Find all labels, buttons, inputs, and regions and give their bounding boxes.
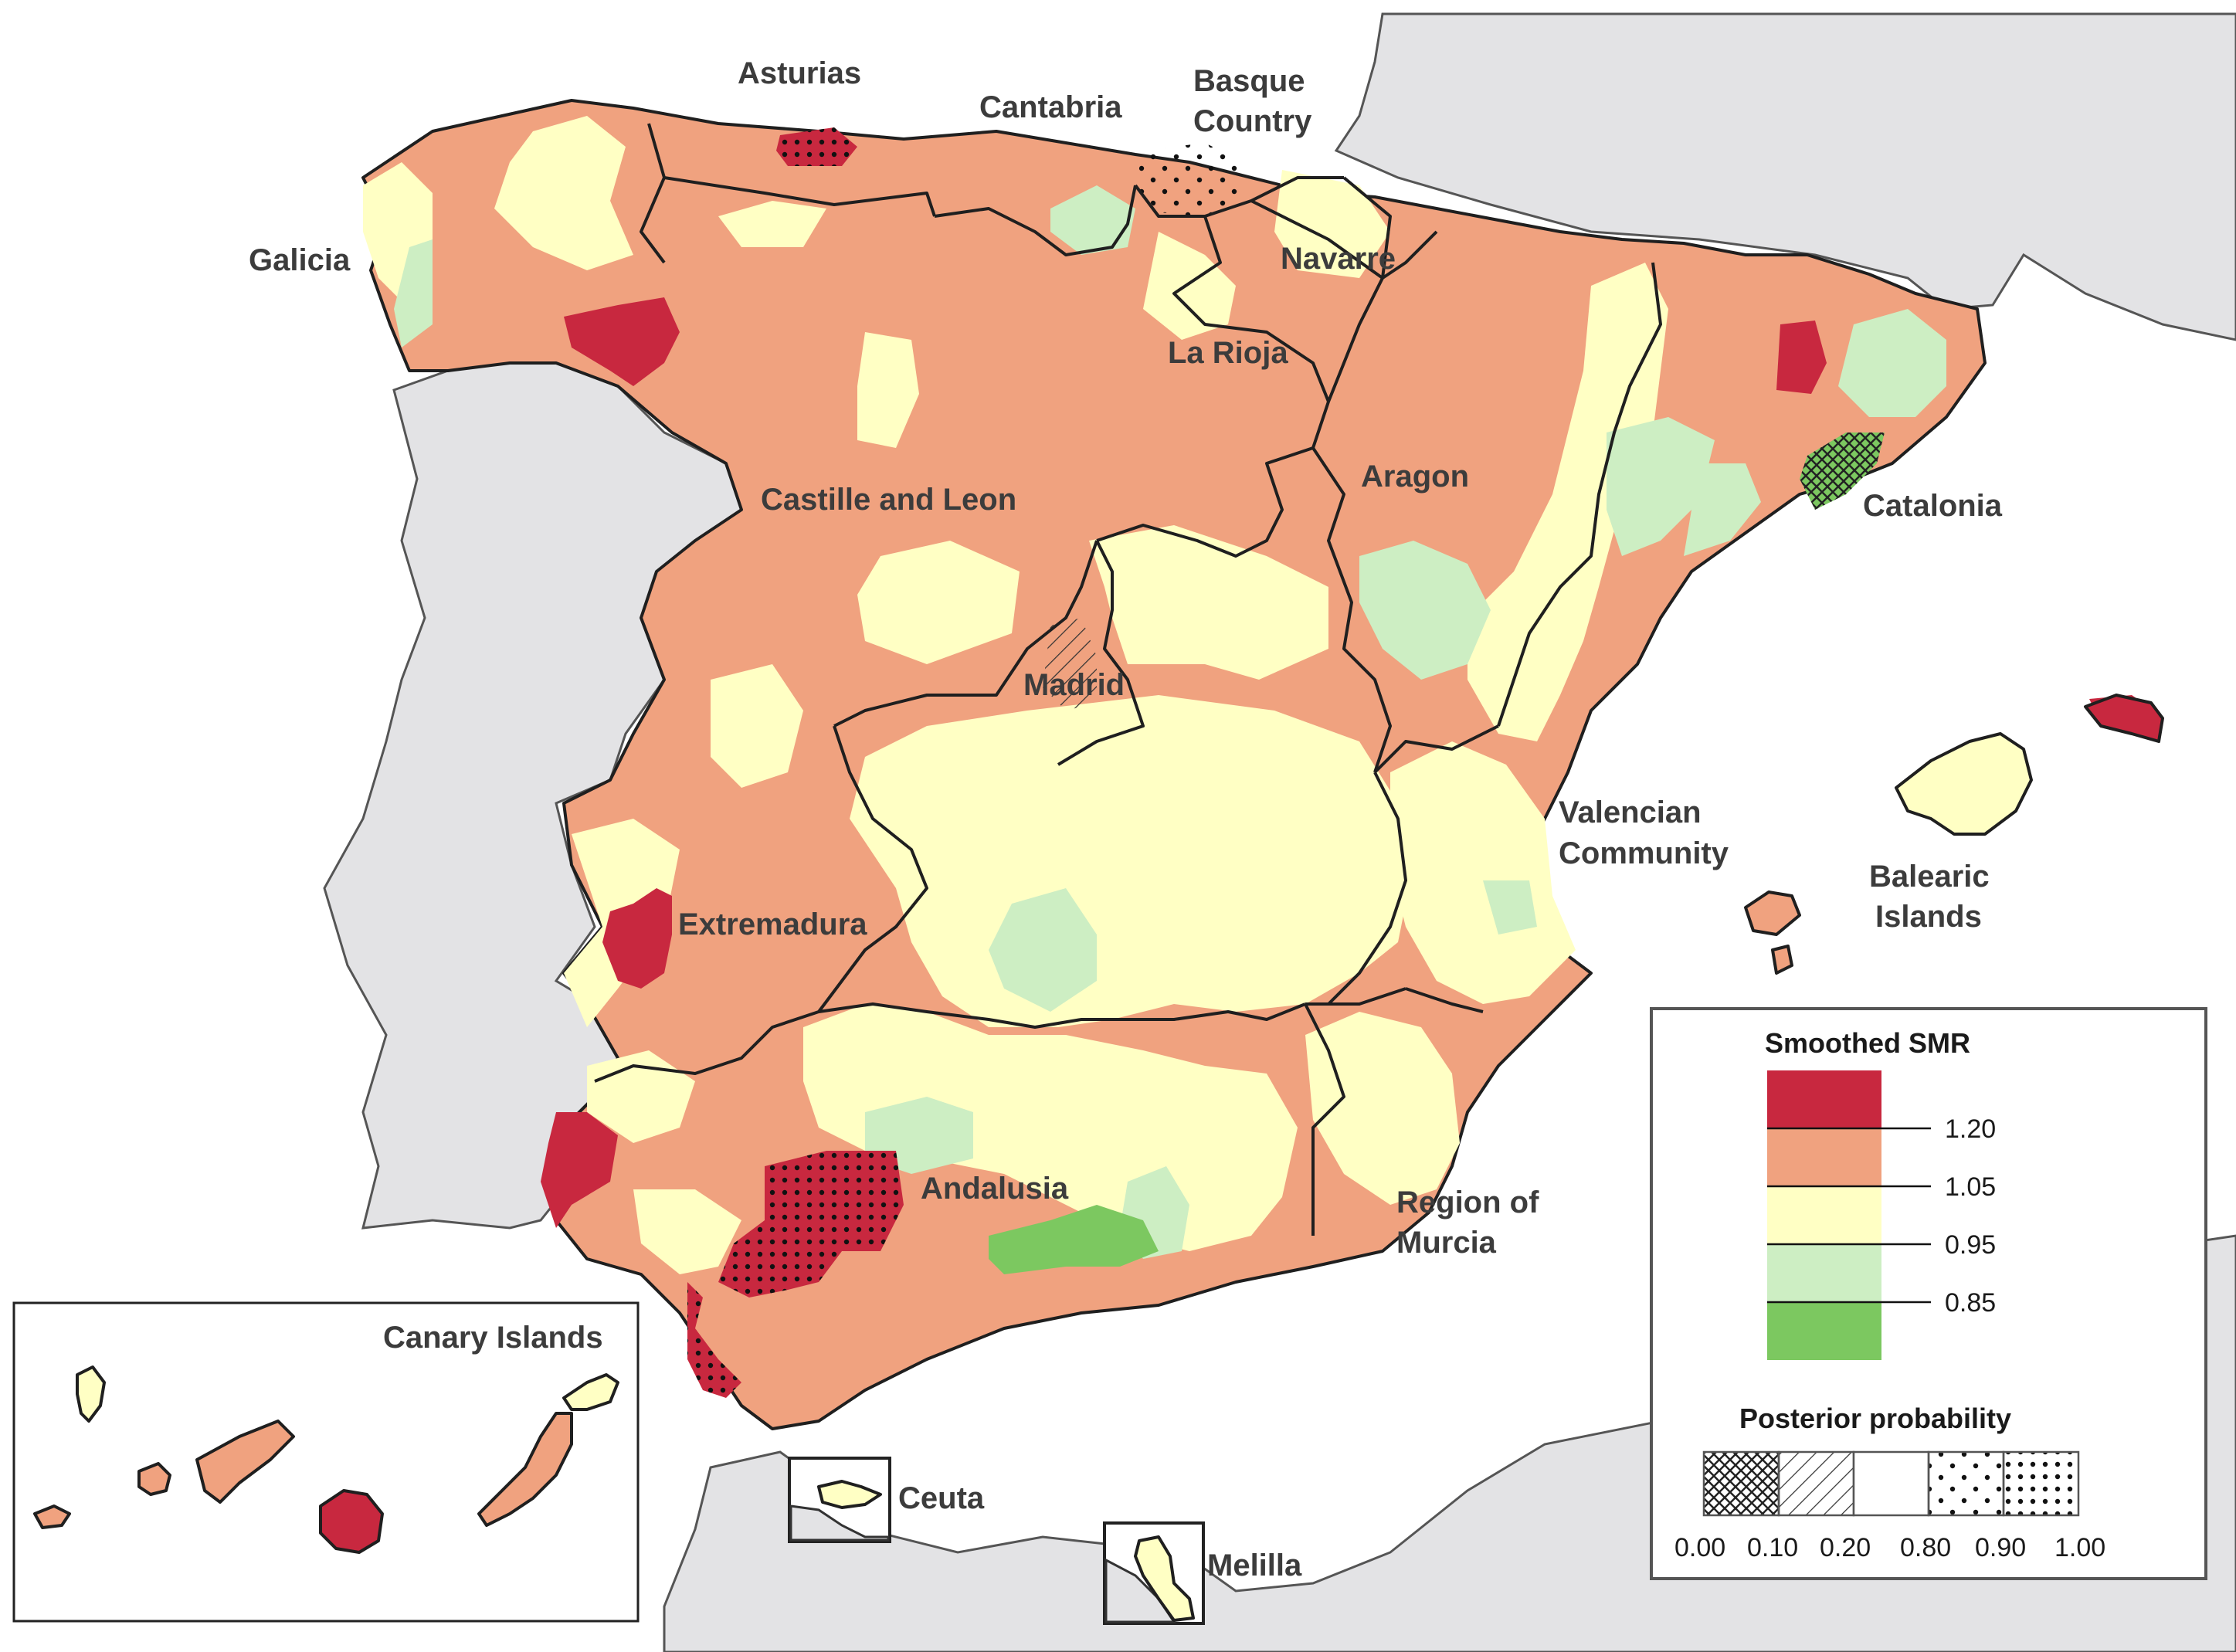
label-catalonia: Catalonia (1863, 489, 2003, 523)
label-canary: Canary Islands (383, 1321, 603, 1355)
label-melilla: Melilla (1207, 1549, 1302, 1582)
legend-break-3: 0.95 (1945, 1230, 1996, 1260)
label-navarre: Navarre (1281, 242, 1396, 276)
legend-prob-break-0: 0.00 (1674, 1533, 1725, 1562)
label-galicia: Galicia (249, 243, 351, 277)
label-cantabria: Cantabria (979, 90, 1122, 124)
legend-prob-title: Posterior probability (1739, 1403, 2011, 1434)
label-extremadura: Extremadura (678, 907, 867, 941)
swatch-average (1767, 1186, 1881, 1244)
swatch-very-low (1767, 1302, 1881, 1360)
label-valencian-line2: Community (1559, 836, 1729, 870)
legend-prob-break-5: 1.00 (2054, 1533, 2105, 1562)
legend-break-4: 0.85 (1945, 1288, 1996, 1318)
legend-prob-swatches (1702, 1450, 2080, 1517)
probability-overlays (687, 127, 1885, 1398)
ceuta-inset (788, 1457, 891, 1543)
label-murcia-line2: Murcia (1396, 1226, 1497, 1260)
region-labels: Asturias Cantabria Basque Country Galici… (249, 56, 2003, 1582)
legend: Smoothed SMR 1.20 1.05 0.95 0.85 Posteri… (1650, 1007, 2207, 1580)
france-land (1334, 12, 2236, 341)
label-murcia-line1: Region of (1396, 1186, 1539, 1219)
legend-break-1: 1.20 (1945, 1114, 1996, 1144)
label-basque-line2: Country (1193, 104, 1312, 138)
legend-smr-swatches (1767, 1070, 1881, 1360)
label-ceuta: Ceuta (898, 1481, 985, 1515)
prob-swatch-80-90 (1927, 1450, 2005, 1517)
swatch-low (1767, 1244, 1881, 1302)
canary-inset (12, 1301, 640, 1623)
legend-prob-break-2: 0.20 (1820, 1533, 1871, 1562)
swatch-high (1767, 1128, 1881, 1186)
label-asturias: Asturias (738, 56, 861, 90)
label-castille-leon: Castille and Leon (761, 483, 1016, 517)
community-borders (594, 123, 1662, 1236)
balearic-islands (1744, 694, 2164, 975)
prob-swatch-90-100 (2002, 1450, 2080, 1517)
melilla-inset (1103, 1521, 1205, 1625)
prob-swatch-20-80 (1852, 1450, 1930, 1517)
label-balearic-line1: Balearic (1869, 860, 1990, 894)
prob-swatch-0-10 (1702, 1450, 1780, 1517)
legend-break-2: 1.05 (1945, 1172, 1996, 1202)
label-madrid: Madrid (1023, 668, 1125, 702)
label-basque-line1: Basque (1193, 64, 1305, 98)
label-balearic-line2: Islands (1875, 900, 1982, 934)
legend-prob-break-3: 0.80 (1900, 1533, 1951, 1562)
legend-smr-title: Smoothed SMR (1765, 1027, 1970, 1059)
swatch-very-high (1767, 1070, 1881, 1128)
label-andalusia: Andalusia (921, 1172, 1069, 1206)
legend-smr-breaks (1767, 1127, 1931, 1304)
legend-prob-break-1: 0.10 (1747, 1533, 1798, 1562)
label-valencian-line1: Valencian (1559, 795, 1702, 829)
prob-swatch-10-20 (1777, 1450, 1855, 1517)
label-la-rioja: La Rioja (1168, 336, 1288, 370)
legend-prob-break-4: 0.90 (1975, 1533, 2026, 1562)
label-aragon: Aragon (1361, 460, 1469, 494)
average-risk-areas (363, 116, 1668, 1274)
